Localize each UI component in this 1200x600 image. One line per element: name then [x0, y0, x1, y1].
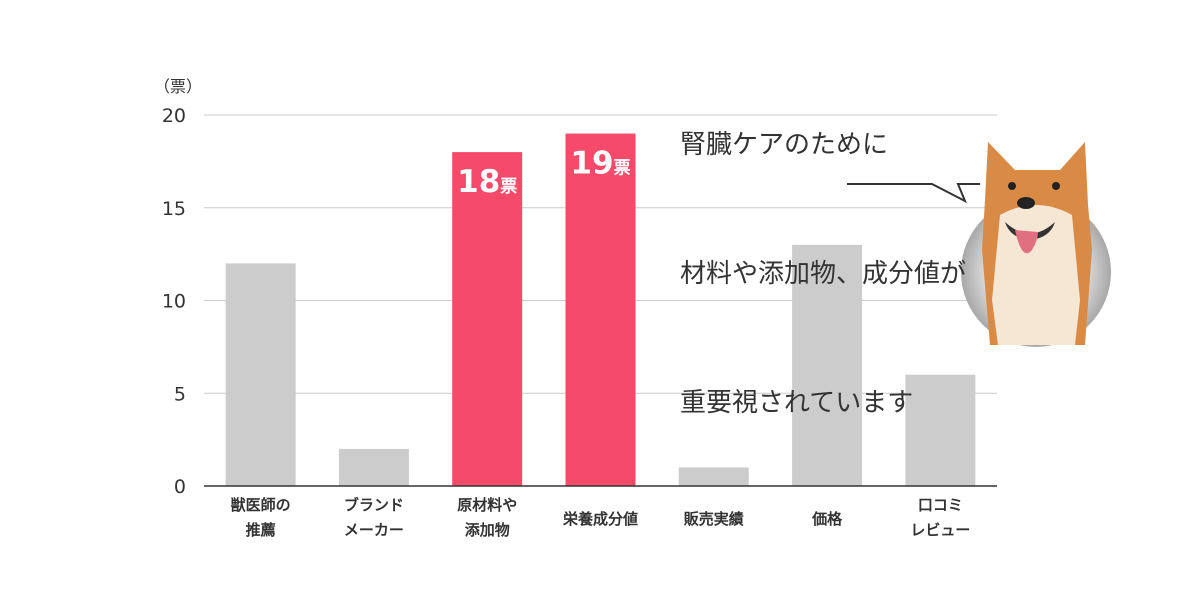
y-unit-label: （票）	[154, 77, 202, 96]
x-tick-label: ブランド	[344, 496, 404, 514]
dog-muzzle	[992, 205, 1080, 345]
x-tick-label: メーカー	[344, 521, 404, 539]
callout-line: 腎臓ケアのために	[680, 130, 889, 160]
data-label: 19票	[570, 146, 630, 182]
bar	[565, 133, 636, 487]
x-tick-label: 口コミ	[918, 496, 963, 514]
x-tick-label: 推薦	[246, 521, 276, 539]
bar	[225, 263, 296, 486]
x-tick-label: 価格	[811, 510, 843, 528]
y-tick-label: 10	[162, 291, 186, 313]
x-tick-label: 獣医師の	[231, 496, 291, 514]
dog-tongue	[1015, 230, 1038, 254]
callout-text: 腎臓ケアのために 材料や添加物、成分値が 重要視されています	[680, 38, 966, 468]
bar	[792, 244, 863, 486]
dog-eye	[1052, 182, 1060, 190]
bar	[452, 152, 523, 486]
speech-pointer	[847, 183, 980, 204]
x-tick-label: 栄養成分値	[562, 510, 638, 528]
x-tick-label: 販売実績	[684, 510, 744, 528]
dog-eye	[1008, 182, 1016, 190]
bar	[905, 374, 976, 486]
dog-nose	[1017, 197, 1035, 209]
y-tick-label: 15	[162, 198, 186, 220]
x-tick-label: 原材料や	[457, 496, 517, 514]
x-tick-label: レビュー	[910, 521, 970, 539]
data-label: 18票	[457, 164, 517, 200]
y-tick-label: 5	[174, 383, 186, 405]
x-tick-label: 添加物	[465, 521, 510, 539]
y-tick-label: 20	[162, 105, 186, 127]
callout-line: 重要視されています	[680, 388, 914, 418]
y-tick-label: 0	[174, 476, 186, 498]
bar	[338, 448, 409, 486]
bar	[678, 467, 749, 486]
callout-line: 材料や添加物、成分値が	[680, 259, 967, 289]
